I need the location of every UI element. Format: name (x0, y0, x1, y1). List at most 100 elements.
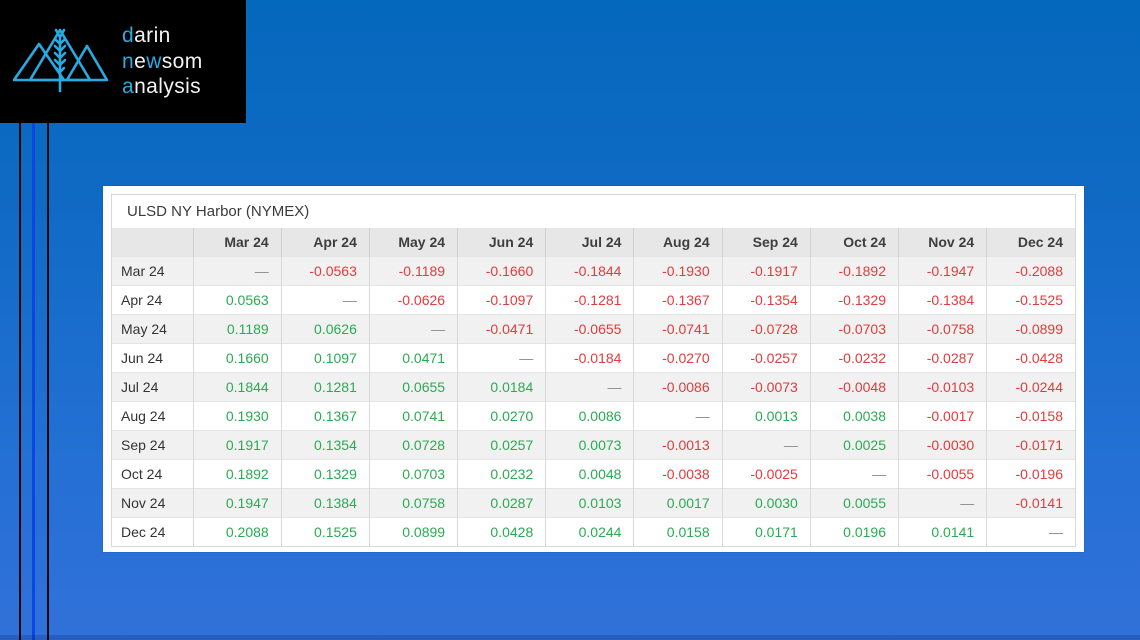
spread-value-cell: — (545, 372, 634, 402)
spread-value-cell: -0.0703 (809, 314, 899, 344)
spread-value-cell: 0.0232 (457, 459, 546, 489)
spread-value-cell: 0.1844 (192, 372, 282, 402)
spread-value-cell: 0.0196 (809, 517, 899, 546)
spread-value-cell: 0.0471 (368, 343, 458, 373)
spread-value-cell: -0.0158 (986, 401, 1075, 431)
spread-value-cell: 0.0038 (809, 401, 899, 431)
spread-value-cell: -0.1354 (721, 285, 811, 315)
spread-value-cell: -0.0471 (457, 314, 546, 344)
spread-value-cell: — (633, 401, 723, 431)
spread-value-cell: 0.1354 (280, 430, 370, 460)
spread-value-cell: -0.1367 (633, 285, 723, 315)
row-label: Nov 24 (112, 488, 193, 518)
spread-value-cell: 0.0103 (545, 488, 634, 518)
spread-value-cell: -0.0728 (721, 314, 811, 344)
column-header-apr-24: Apr 24 (280, 228, 370, 257)
spread-value-cell: 0.0244 (545, 517, 634, 546)
vertical-stripe-blue (32, 0, 35, 640)
spread-value-cell: -0.0141 (986, 488, 1075, 518)
table-row-apr-24: Apr 24 0.0563— -0.0626 -0.1097 -0.1281 -0.136… (112, 285, 1075, 315)
spread-value-cell: — (457, 343, 546, 373)
column-header-aug-24: Aug 24 (633, 228, 723, 257)
spread-value-cell: -0.0171 (986, 430, 1075, 460)
spread-value-cell: -0.0103 (897, 372, 987, 402)
spread-value-cell: 0.0030 (721, 488, 811, 518)
spread-value-cell: -0.1917 (721, 256, 811, 286)
spread-value-cell: 0.1189 (192, 314, 282, 344)
spread-value-cell: 0.0048 (545, 459, 634, 489)
column-header-jul-24: Jul 24 (545, 228, 634, 257)
table-row-nov-24: Nov 24 0.1947 0.1384 0.0758 0.0287 0.0103 0.00… (112, 488, 1075, 518)
vertical-stripe-black-right (47, 0, 49, 640)
column-header-may-24: May 24 (368, 228, 458, 257)
spread-value-cell: -0.0244 (986, 372, 1075, 402)
spread-value-cell: -0.1947 (897, 256, 987, 286)
column-header-sep-24: Sep 24 (721, 228, 811, 257)
spread-value-cell: 0.0758 (368, 488, 458, 518)
spread-matrix-frame: ULSD NY Harbor (NYMEX) Mar 24 Apr 24 May 2… (111, 194, 1076, 547)
spread-value-cell: 0.0563 (192, 285, 282, 315)
spread-value-cell: -0.0073 (721, 372, 811, 402)
spread-value-cell: -0.1525 (986, 285, 1075, 315)
spread-value-cell: 0.1525 (280, 517, 370, 546)
spread-value-cell: -0.0055 (897, 459, 987, 489)
row-label: Jul 24 (112, 372, 193, 402)
table-title: ULSD NY Harbor (NYMEX) (127, 203, 310, 220)
spread-value-cell: 0.0017 (633, 488, 723, 518)
spread-value-cell: 0.1367 (280, 401, 370, 431)
spread-value-cell: 0.1930 (192, 401, 282, 431)
spread-value-cell: — (897, 488, 987, 518)
table-row-aug-24: Aug 24 0.1930 0.1367 0.0741 0.0270 0.0086—0.0… (112, 401, 1075, 431)
spread-value-cell: 0.2088 (192, 517, 282, 546)
table-row-may-24: May 24 0.1189 0.0626— -0.0471 -0.0655 -0.0741… (112, 314, 1075, 344)
column-header-mar-24: Mar 24 (192, 228, 282, 257)
spread-value-cell: 0.0626 (280, 314, 370, 344)
spread-value-cell: 0.1097 (280, 343, 370, 373)
table-row-dec-24: Dec 24 0.2088 0.1525 0.0899 0.0428 0.0244 0.01… (112, 517, 1075, 546)
spread-matrix-table: Mar 24 Apr 24 May 24 Jun 24 Jul 24 Aug 24 Sep … (112, 228, 1075, 546)
spread-value-cell: 0.1329 (280, 459, 370, 489)
table-row-jul-24: Jul 24 0.1844 0.1281 0.0655 0.0184— -0.0086 -0… (112, 372, 1075, 402)
spread-value-cell: 0.0655 (368, 372, 458, 402)
row-label: Mar 24 (112, 256, 193, 286)
spread-value-cell: 0.1384 (280, 488, 370, 518)
table-row-sep-24: Sep 24 0.1917 0.1354 0.0728 0.0257 0.0073 -0.0… (112, 430, 1075, 460)
spread-value-cell: -0.0655 (545, 314, 634, 344)
spread-value-cell: 0.0171 (721, 517, 811, 546)
spread-value-cell: -0.1329 (809, 285, 899, 315)
row-label: Jun 24 (112, 343, 193, 373)
spread-value-cell: -0.0626 (368, 285, 458, 315)
spread-value-cell: 0.1917 (192, 430, 282, 460)
spread-value-cell: 0.0287 (457, 488, 546, 518)
mountains-wheat-icon (13, 28, 109, 92)
spread-value-cell: 0.0184 (457, 372, 546, 402)
bottom-edge-shadow (0, 635, 1140, 640)
spread-value-cell: 0.1281 (280, 372, 370, 402)
spread-value-cell: 0.0728 (368, 430, 458, 460)
spread-value-cell: -0.1844 (545, 256, 634, 286)
spread-value-cell: 0.1892 (192, 459, 282, 489)
vertical-stripe-black-left (19, 0, 21, 640)
spread-value-cell: -0.0038 (633, 459, 723, 489)
column-header-oct-24: Oct 24 (809, 228, 899, 257)
spread-value-cell: -0.0428 (986, 343, 1075, 373)
spread-value-cell: -0.1660 (457, 256, 546, 286)
spread-value-cell: 0.0257 (457, 430, 546, 460)
spread-value-cell: 0.0270 (457, 401, 546, 431)
spread-value-cell: -0.0196 (986, 459, 1075, 489)
row-label: Oct 24 (112, 459, 193, 489)
spread-value-cell: — (280, 285, 370, 315)
logo-line-analysis: analysis (122, 75, 202, 99)
row-label: Aug 24 (112, 401, 193, 431)
table-row-mar-24: Mar 24— -0.0563 -0.1189 -0.1660 -0.1844 -0.19… (112, 256, 1075, 286)
spread-value-cell: 0.0899 (368, 517, 458, 546)
spread-value-cell: — (721, 430, 811, 460)
spread-value-cell: -0.0048 (809, 372, 899, 402)
spread-value-cell: 0.1660 (192, 343, 282, 373)
table-header-row: Mar 24 Apr 24 May 24 Jun 24 Jul 24 Aug 24 Sep … (112, 228, 1075, 257)
spread-value-cell: -0.0899 (986, 314, 1075, 344)
row-label: Sep 24 (112, 430, 193, 460)
column-header-dec-24: Dec 24 (986, 228, 1075, 257)
spread-value-cell: — (192, 256, 282, 286)
spread-value-cell: -0.1930 (633, 256, 723, 286)
